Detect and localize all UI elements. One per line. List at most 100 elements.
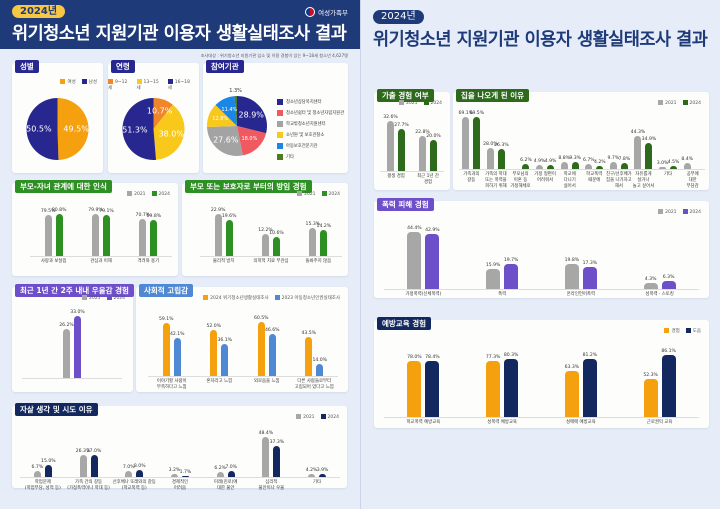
legend-item: 아동보호전문기관 — [277, 143, 344, 149]
bar-column: 59.1% — [158, 315, 174, 376]
bar-column: 43.5% — [301, 315, 316, 376]
slice-label: 51.3% — [122, 125, 148, 135]
category-label: 기타 — [664, 172, 673, 177]
pie-slice-2 — [207, 126, 243, 156]
bar-2024 위기청소년생활실태조사 — [162, 323, 170, 376]
ministry-logo: 여성가족부 — [305, 7, 348, 17]
bar-2021 — [407, 232, 422, 289]
bar-group: 28.0% 26.3% 가족의 학대 또는 폭력을 피하기 위해 — [483, 110, 509, 189]
category-label: 부모님의 이혼 등 가정해체로 — [510, 172, 531, 189]
bar-column: 63.3% — [563, 348, 580, 417]
bar-column: 22.9% — [211, 207, 225, 256]
emblem-icon — [305, 7, 316, 17]
bar-column: 10.6% — [269, 207, 284, 256]
bar-도움 — [425, 360, 440, 417]
bar-2021 — [634, 135, 642, 169]
bar-group: 9.7% 7.8% 친구/선후배가 집을 나가자고 해서 — [606, 110, 632, 189]
legend-label: 9~12세 — [108, 80, 128, 91]
bar-column: 6.7% — [32, 430, 43, 477]
bar-column: 19.6% — [222, 207, 236, 256]
bar-group: 6.7% 4.2% 학교폭력 때문에 — [583, 110, 606, 183]
bar-2023 아동청소년인권실태조사 — [268, 334, 276, 376]
value-label: 44.3% — [630, 129, 646, 135]
value-label: 6.3% — [662, 274, 675, 280]
bar-2021 — [564, 263, 579, 289]
bar-group: 69.1% 69.5% 가족과의 갈등 — [458, 110, 485, 183]
value-label: 79.1% — [99, 208, 114, 214]
legend-item: 2021 — [296, 414, 315, 420]
value-label: 7.0% — [122, 465, 135, 471]
bar-2024 — [620, 163, 628, 169]
bar-column: 81.2% — [581, 348, 598, 417]
pie-svg — [122, 98, 185, 160]
legend-label: 여성 — [67, 80, 76, 85]
chart-legend: 2021 2024 — [296, 414, 339, 420]
pie-slice-0 — [57, 98, 89, 160]
bar-2021 — [79, 455, 87, 477]
chart-legend: 2021 2024 — [399, 100, 442, 106]
bar-column: 79.9% — [88, 207, 103, 256]
bar-column: 46.6% — [265, 315, 280, 376]
category-label: 가정 형편이 어려워서 — [534, 172, 556, 183]
value-label: 69.1% — [458, 111, 474, 117]
bar-column: 80.3% — [503, 348, 520, 417]
category-label: 학업문제 (학업부담, 성적 등) — [24, 480, 61, 491]
legend-label: 도움 — [692, 329, 701, 334]
value-label: 79.9% — [88, 208, 103, 214]
category-label: 온라인언어폭력 — [566, 292, 596, 297]
legend-swatch — [277, 99, 283, 105]
bar-2021 — [262, 437, 270, 477]
value-label: 26.3% — [75, 449, 91, 455]
bar-column: 78.4% — [424, 348, 441, 417]
plot-area: 44.4% 42.9% 가정폭력(신체폭력) 15.9% 19.7% 폭력 19.8% 17.… — [384, 225, 699, 297]
bar-group: 48.4% 37.3% 심리적 불안이나 우울 — [259, 430, 285, 491]
value-label: 77.3% — [485, 355, 501, 361]
bar-column: 15.3% — [306, 207, 320, 256]
bar-2024 — [227, 471, 235, 477]
bar-group: 19.8% 17.3% 온라인언어폭력 — [563, 225, 598, 297]
bar-2024 — [645, 142, 653, 169]
value-label: 4.9% — [533, 159, 546, 165]
legend-label: 2024 — [158, 192, 170, 197]
value-label: 70.7% — [135, 213, 151, 219]
value-label: 80.8% — [51, 208, 67, 213]
bar-column: 6.2% — [520, 110, 532, 169]
legend-item: 2023 아동청소년인권실태조사 — [274, 295, 340, 301]
pie-slice-0 — [153, 98, 173, 129]
chart-violence: 폭력 피해 경험 2021 2024 44.4% 42.9% 가정폭력(신체폭력) 15.9… — [374, 198, 709, 298]
bar-2024 — [661, 280, 676, 289]
chart-title: 성별 — [15, 60, 39, 73]
legend-label: 2024 — [327, 415, 339, 420]
legend-item: 2024 — [321, 191, 340, 197]
bar-group: 15.3% 14.2% 돌봐주지 않음 — [305, 207, 331, 264]
legend-item: 도움 — [685, 328, 701, 334]
bar-group: 70.7% 69.8% 격려와 용기 — [135, 207, 162, 264]
legend-label: 2021 — [304, 192, 316, 197]
value-label: 6.2% — [214, 465, 226, 471]
bar-column: 9.7% — [608, 110, 619, 169]
value-label: 59.1% — [158, 317, 174, 323]
bar-2021 — [609, 161, 617, 169]
bar-group: 6.2% 부모님의 이혼 등 가정해체로 — [510, 110, 532, 189]
bar-column: 6.3% — [660, 225, 677, 289]
value-label: 8.4% — [681, 156, 693, 162]
bar-2024 — [582, 266, 597, 289]
bar-group: 52.3% 86.1% 근로권익 교육 — [642, 348, 677, 425]
bar-2021 — [419, 136, 426, 171]
legend-swatch — [82, 295, 88, 300]
legend-label: 소년원 및 보호관찰소 — [286, 133, 325, 138]
legend-label: 2021 — [665, 101, 677, 106]
chart-title: 집을 나오게 된 이유 — [456, 89, 530, 102]
pie-svg — [26, 98, 89, 160]
legend-swatch — [658, 100, 664, 105]
legend-swatch — [277, 110, 283, 116]
bar-group: 22.9% 19.6% 물리적 방치 — [211, 207, 237, 264]
bar-column: 26.3% — [494, 110, 509, 169]
legend-label: 학교밖청소년지원센터 — [286, 122, 326, 127]
plot-area: 32.6% 27.7% 평생 경험 22.8% 20.0% 최근 1년 간 경험 — [380, 114, 444, 185]
bar-경험 — [643, 379, 658, 417]
bar-2021 — [560, 162, 568, 169]
bar-경험 — [486, 361, 501, 417]
legend-item: 2024 위기청소년생활실태조사 — [203, 295, 269, 301]
bar-2021 — [44, 214, 52, 256]
